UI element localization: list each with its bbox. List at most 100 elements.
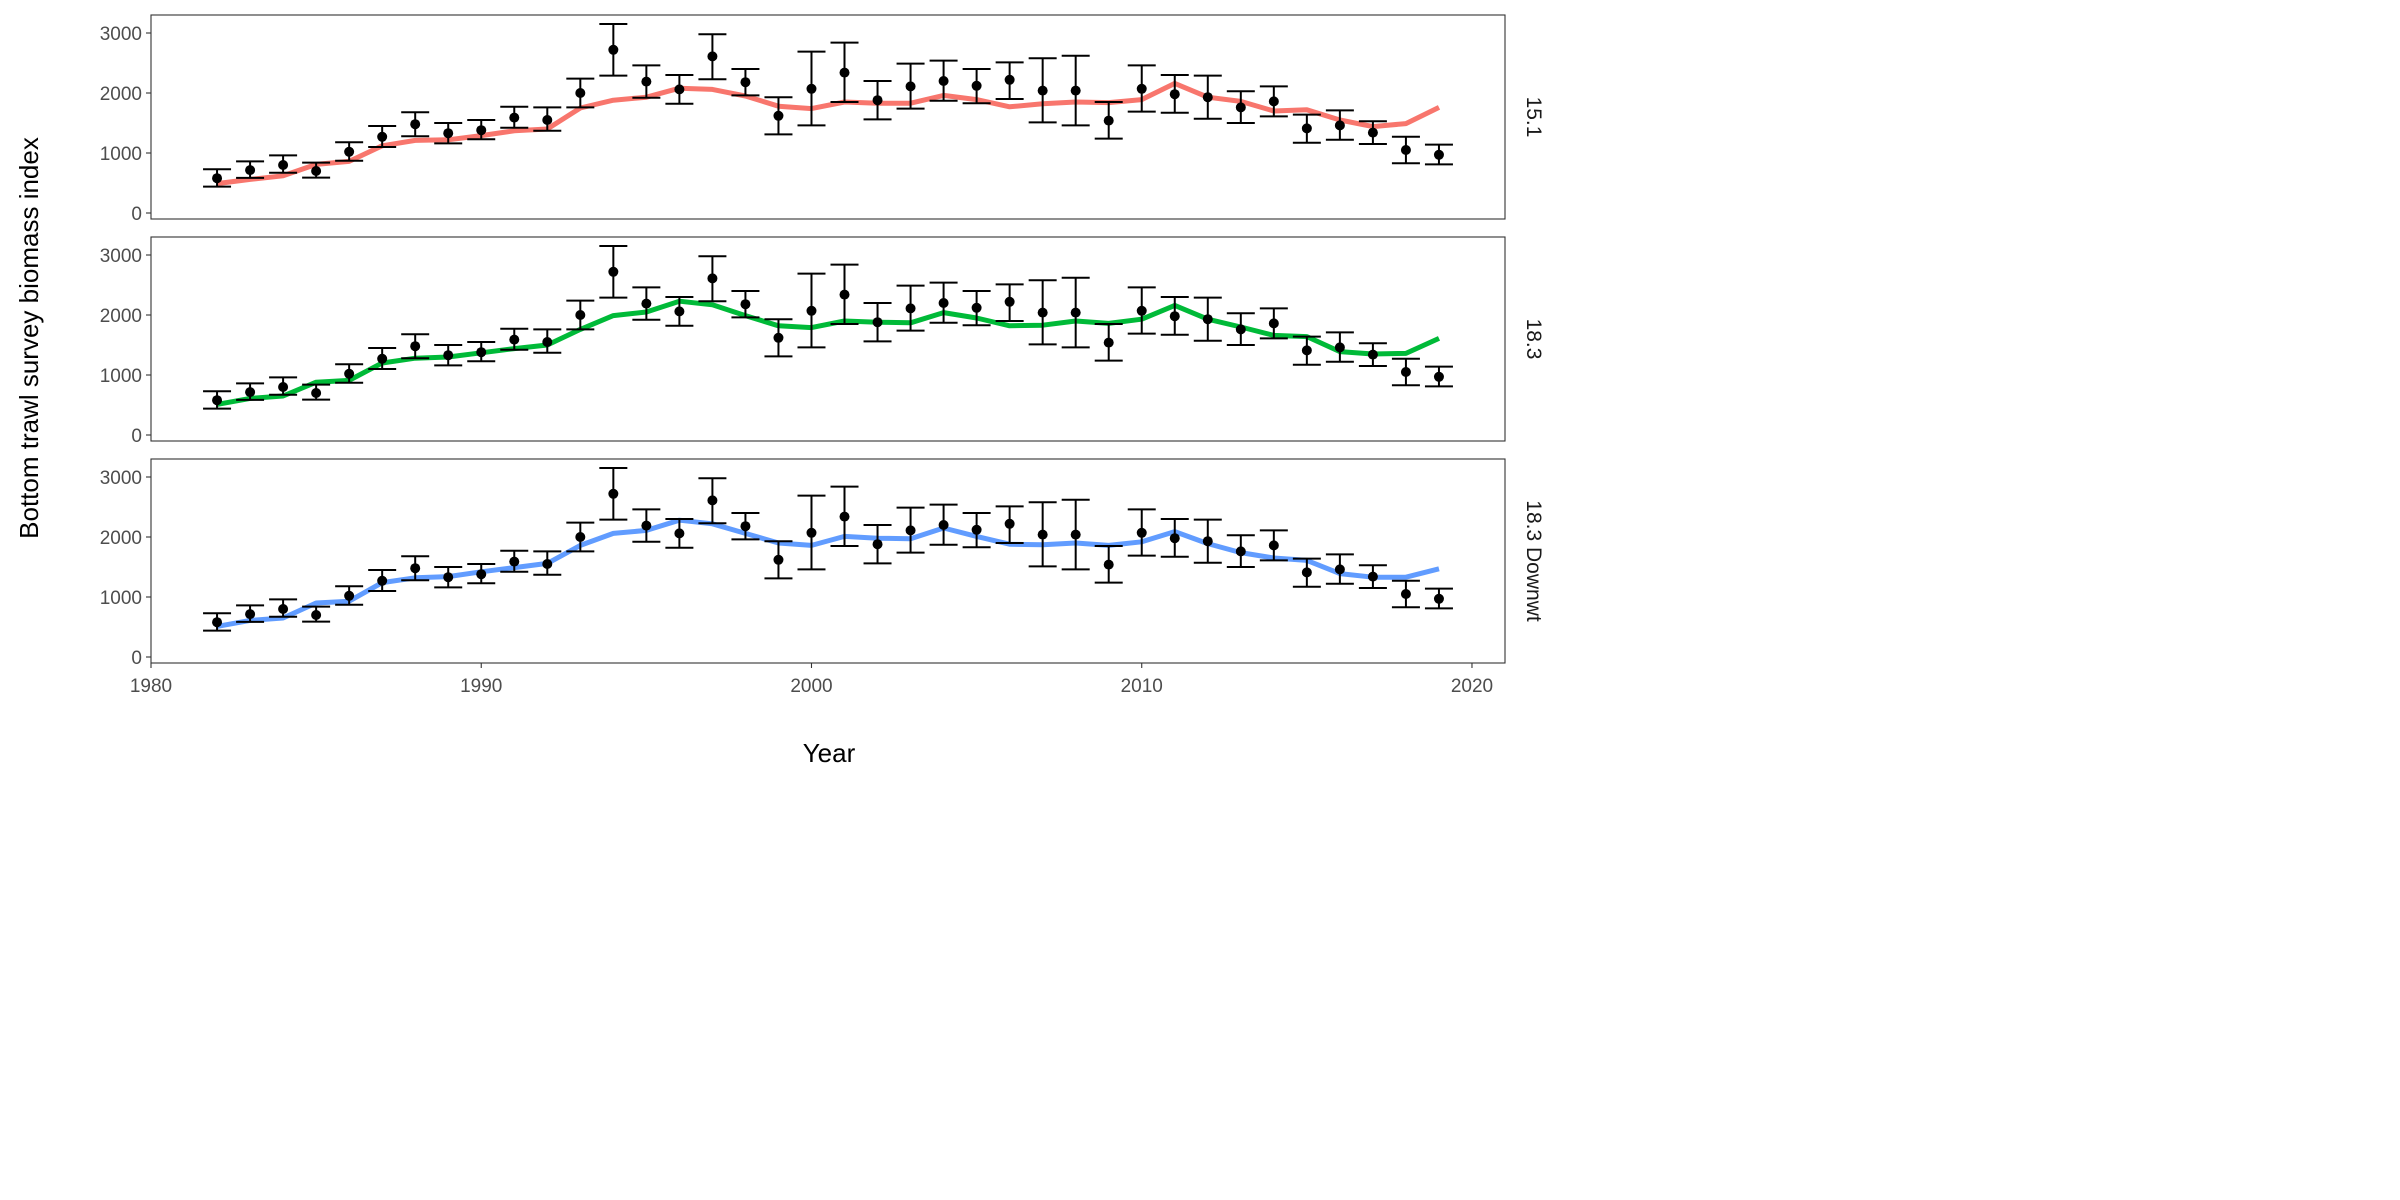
series-line (216, 80, 1441, 187)
data-point (872, 539, 883, 550)
data-point (971, 302, 982, 313)
data-point (1301, 123, 1312, 134)
data-point (443, 572, 454, 583)
data-point (542, 115, 553, 125)
data-point (1400, 367, 1411, 377)
data-point (443, 128, 454, 139)
data-point (410, 119, 421, 130)
data-point (608, 266, 619, 277)
data-point (641, 520, 652, 531)
data-point (575, 88, 586, 98)
facet-strip-label: 18.3 (1522, 319, 1545, 360)
data-point (1202, 536, 1213, 547)
data-point (1136, 83, 1147, 94)
y-tick-label: 3000 (100, 246, 142, 267)
series-line (216, 517, 1440, 629)
y-tick-label: 1000 (100, 366, 142, 387)
x-tick-label: 2020 (1451, 676, 1493, 697)
data-point (608, 488, 619, 499)
data-point (1136, 527, 1147, 538)
data-point (377, 353, 388, 364)
data-point (1268, 318, 1279, 329)
data-point (1268, 540, 1279, 551)
data-point (1334, 120, 1345, 131)
panel-frame (150, 236, 1506, 442)
data-point (344, 590, 355, 601)
data-point (938, 76, 949, 86)
data-point (1367, 571, 1378, 582)
data-point (509, 334, 520, 345)
panel-frame (150, 14, 1506, 220)
data-point (575, 310, 586, 320)
data-point (872, 95, 883, 106)
data-point (278, 382, 289, 392)
data-point (212, 173, 223, 184)
data-point (410, 341, 421, 352)
data-point (1301, 567, 1312, 578)
data-point (1103, 115, 1114, 126)
data-point (707, 273, 718, 284)
data-point (410, 563, 421, 574)
data-point (1334, 342, 1345, 353)
data-point (971, 524, 982, 535)
chart-panels: 0 1000 2000 3000 15.1 0 1000 2000 3000 18.3 0 1000 2… (100, 14, 1545, 669)
data-point (245, 609, 256, 620)
data-point (1037, 85, 1048, 96)
data-point (1400, 145, 1411, 155)
y-tick-label: 0 (131, 426, 142, 447)
data-point (509, 556, 520, 567)
data-point (278, 604, 289, 614)
data-point (938, 298, 949, 308)
data-point (1004, 74, 1015, 85)
y-tick-label: 2000 (100, 306, 142, 327)
data-point (1433, 371, 1444, 382)
data-point (1202, 92, 1213, 103)
y-tick-label: 2000 (100, 84, 142, 105)
data-point (311, 388, 322, 398)
data-point (971, 80, 982, 91)
faceted-line-chart: 0 1000 2000 3000 15.1 0 1000 2000 3000 18.3 0 1000 2… (14, 14, 1545, 768)
data-point (1334, 564, 1345, 575)
data-point (476, 569, 487, 580)
y-tick-label: 0 (131, 204, 142, 225)
data-point (212, 617, 223, 628)
data-point (1169, 533, 1180, 544)
data-point (344, 146, 355, 157)
panel: 0 1000 2000 3000 18.3 (100, 236, 1545, 447)
data-point (1103, 337, 1114, 348)
data-point (1235, 102, 1246, 113)
data-point (311, 610, 322, 620)
data-point (542, 337, 553, 347)
y-tick-label: 3000 (100, 24, 142, 45)
data-point (212, 395, 223, 406)
data-point (245, 387, 256, 398)
data-point (311, 166, 322, 176)
x-tick-label: 1990 (460, 676, 502, 697)
x-tick-label: 1980 (130, 676, 172, 697)
data-point (806, 527, 817, 538)
data-point (476, 347, 487, 358)
y-tick-label: 1000 (100, 144, 142, 165)
data-point (1004, 296, 1015, 307)
data-point (773, 332, 784, 343)
data-point (1070, 529, 1081, 540)
data-point (1367, 349, 1378, 360)
data-point (806, 305, 817, 316)
data-point (806, 83, 817, 94)
data-point (1202, 314, 1213, 325)
data-point (1136, 305, 1147, 316)
data-point (377, 131, 388, 142)
data-point (575, 532, 586, 542)
data-point (740, 77, 751, 88)
data-point (377, 575, 388, 586)
data-point (1169, 311, 1180, 322)
y-tick-label: 1000 (100, 588, 142, 609)
data-point (707, 51, 718, 62)
data-point (245, 165, 256, 176)
data-point (740, 521, 751, 532)
data-point (1367, 127, 1378, 138)
data-point (1433, 149, 1444, 160)
y-tick-label: 3000 (100, 468, 142, 489)
data-point (1268, 96, 1279, 107)
data-point (1301, 345, 1312, 356)
